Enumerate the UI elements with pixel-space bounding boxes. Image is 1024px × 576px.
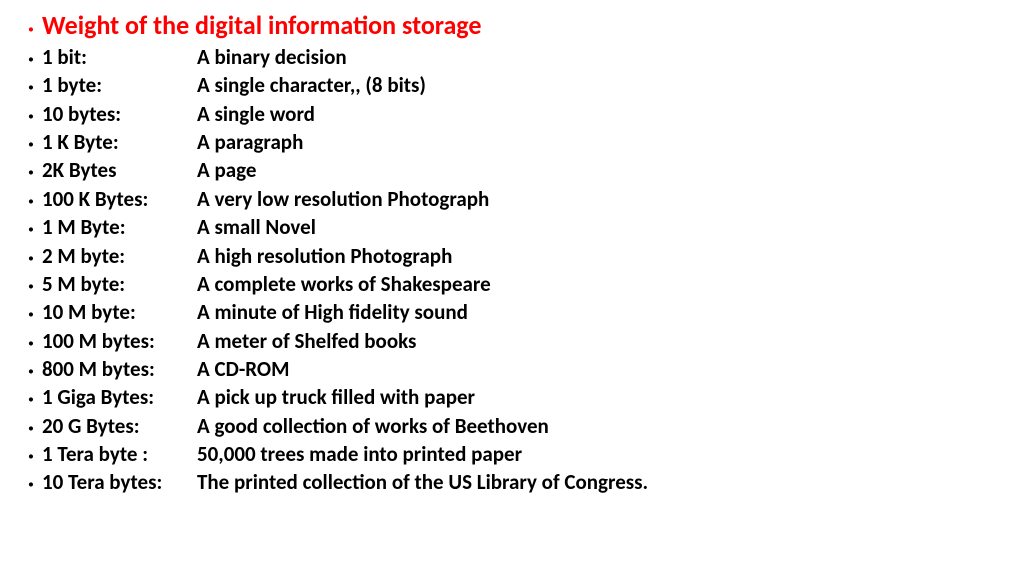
storage-description: A meter of Shelfed books bbox=[197, 327, 416, 355]
storage-description: A binary decision bbox=[197, 43, 347, 71]
storage-unit: 1 Giga Bytes: bbox=[42, 383, 197, 411]
storage-description: A single character,, (8 bits) bbox=[197, 71, 426, 99]
storage-unit: 100 M bytes: bbox=[42, 327, 197, 355]
bullet-icon: ● bbox=[20, 338, 42, 350]
storage-unit: 5 M byte: bbox=[42, 270, 197, 298]
list-item: ●100 M bytes:A meter of Shelfed books bbox=[0, 327, 1024, 355]
storage-unit: 10 M byte: bbox=[42, 298, 197, 326]
storage-unit: 100 K Bytes: bbox=[42, 185, 197, 213]
bullet-icon: ● bbox=[20, 309, 42, 321]
item-content: 1 Tera byte :50,000 trees made into prin… bbox=[42, 440, 522, 468]
bullet-icon: ● bbox=[20, 253, 42, 265]
bullet-icon: ● bbox=[20, 139, 42, 151]
bullet-icon: ● bbox=[20, 54, 42, 66]
list-item: ●20 G Bytes:A good collection of works o… bbox=[0, 412, 1024, 440]
item-content: 1 bit:A binary decision bbox=[42, 43, 347, 71]
storage-unit: 800 M bytes: bbox=[42, 355, 197, 383]
list-item: ●5 M byte:A complete works of Shakespear… bbox=[0, 270, 1024, 298]
storage-description: A small Novel bbox=[197, 213, 316, 241]
storage-description: A page bbox=[197, 156, 256, 184]
bullet-icon: ● bbox=[20, 451, 42, 463]
list-item: ●1 K Byte:A paragraph bbox=[0, 128, 1024, 156]
storage-description: 50,000 trees made into printed paper bbox=[197, 440, 522, 468]
list-item: ●2K BytesA page bbox=[0, 156, 1024, 184]
storage-unit: 1 byte: bbox=[42, 71, 197, 99]
storage-description: A high resolution Photograph bbox=[197, 242, 452, 270]
list-item: ●1 bit:A binary decision bbox=[0, 43, 1024, 71]
bullet-icon: ● bbox=[20, 24, 42, 36]
bullet-icon: ● bbox=[20, 111, 42, 123]
item-content: 10 bytes:A single word bbox=[42, 100, 315, 128]
item-content: 10 M byte:A minute of High fidelity soun… bbox=[42, 298, 468, 326]
item-content: 1 K Byte:A paragraph bbox=[42, 128, 303, 156]
item-content: 800 M bytes:A CD-ROM bbox=[42, 355, 289, 383]
bullet-icon: ● bbox=[20, 82, 42, 94]
storage-unit: 1 bit: bbox=[42, 43, 197, 71]
item-content: 1 M Byte:A small Novel bbox=[42, 213, 316, 241]
item-content: 1 Giga Bytes:A pick up truck filled with… bbox=[42, 383, 475, 411]
storage-description: A very low resolution Photograph bbox=[197, 185, 489, 213]
storage-unit: 10 bytes: bbox=[42, 100, 197, 128]
bullet-icon: ● bbox=[20, 196, 42, 208]
storage-description: A pick up truck filled with paper bbox=[197, 383, 475, 411]
list-item: ●100 K Bytes:A very low resolution Photo… bbox=[0, 185, 1024, 213]
storage-description: A single word bbox=[197, 100, 315, 128]
list-item: ●1 M Byte:A small Novel bbox=[0, 213, 1024, 241]
list-item: ●800 M bytes:A CD-ROM bbox=[0, 355, 1024, 383]
storage-unit: 20 G Bytes: bbox=[42, 412, 197, 440]
list-item: ●10 bytes:A single word bbox=[0, 100, 1024, 128]
list-item: ●1 Giga Bytes:A pick up truck filled wit… bbox=[0, 383, 1024, 411]
slide-title: Weight of the digital information storag… bbox=[42, 8, 481, 43]
item-content: 10 Tera bytes:The printed collection of … bbox=[42, 468, 648, 496]
slide: ● Weight of the digital information stor… bbox=[0, 0, 1024, 497]
item-content: 100 K Bytes:A very low resolution Photog… bbox=[42, 185, 489, 213]
bullet-icon: ● bbox=[20, 479, 42, 491]
storage-description: A complete works of Shakespeare bbox=[197, 270, 491, 298]
storage-description: A paragraph bbox=[197, 128, 303, 156]
item-content: 100 M bytes:A meter of Shelfed books bbox=[42, 327, 416, 355]
storage-unit: 1 K Byte: bbox=[42, 128, 197, 156]
bullet-icon: ● bbox=[20, 366, 42, 378]
item-content: 20 G Bytes:A good collection of works of… bbox=[42, 412, 549, 440]
list-item: ●1 Tera byte :50,000 trees made into pri… bbox=[0, 440, 1024, 468]
storage-description: A good collection of works of Beethoven bbox=[197, 412, 549, 440]
storage-description: The printed collection of the US Library… bbox=[197, 468, 648, 496]
storage-unit: 2 M byte: bbox=[42, 242, 197, 270]
item-content: 5 M byte:A complete works of Shakespeare bbox=[42, 270, 491, 298]
item-content: 1 byte:A single character,, (8 bits) bbox=[42, 71, 426, 99]
bullet-icon: ● bbox=[20, 224, 42, 236]
storage-unit: 1 Tera byte : bbox=[42, 440, 197, 468]
bullet-icon: ● bbox=[20, 167, 42, 179]
storage-unit: 1 M Byte: bbox=[42, 213, 197, 241]
list-item: ●10 Tera bytes:The printed collection of… bbox=[0, 468, 1024, 496]
item-content: 2K BytesA page bbox=[42, 156, 256, 184]
storage-description: A CD-ROM bbox=[197, 355, 289, 383]
title-row: ● Weight of the digital information stor… bbox=[0, 8, 1024, 43]
bullet-icon: ● bbox=[20, 423, 42, 435]
item-list: ●1 bit:A binary decision●1 byte:A single… bbox=[0, 43, 1024, 497]
list-item: ●2 M byte:A high resolution Photograph bbox=[0, 242, 1024, 270]
storage-description: A minute of High fidelity sound bbox=[197, 298, 468, 326]
bullet-icon: ● bbox=[20, 394, 42, 406]
list-item: ●10 M byte:A minute of High fidelity sou… bbox=[0, 298, 1024, 326]
storage-unit: 10 Tera bytes: bbox=[42, 468, 197, 496]
list-item: ●1 byte:A single character,, (8 bits) bbox=[0, 71, 1024, 99]
item-content: 2 M byte:A high resolution Photograph bbox=[42, 242, 452, 270]
bullet-icon: ● bbox=[20, 281, 42, 293]
storage-unit: 2K Bytes bbox=[42, 156, 197, 184]
